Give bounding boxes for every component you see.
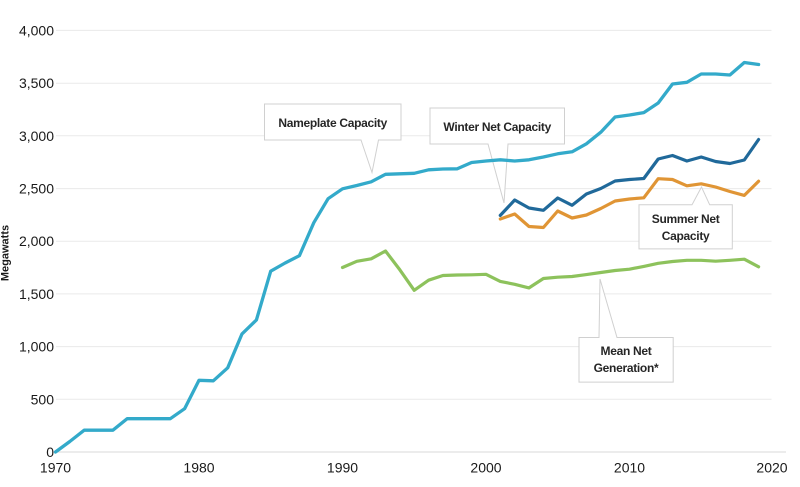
svg-text:Mean Net: Mean Net [601, 344, 652, 358]
svg-text:3,500: 3,500 [19, 75, 54, 91]
svg-text:2,000: 2,000 [19, 233, 54, 249]
svg-text:1,000: 1,000 [19, 339, 54, 355]
svg-text:3,000: 3,000 [19, 128, 54, 144]
svg-text:1970: 1970 [40, 460, 71, 476]
svg-text:Summer Net: Summer Net [652, 212, 720, 226]
svg-text:1,500: 1,500 [19, 286, 54, 302]
svg-text:0: 0 [46, 444, 54, 460]
svg-text:1980: 1980 [183, 460, 214, 476]
svg-text:2,500: 2,500 [19, 181, 54, 197]
svg-text:Capacity: Capacity [662, 229, 710, 243]
svg-text:Megawatts: Megawatts [0, 225, 12, 281]
svg-text:500: 500 [31, 391, 55, 407]
svg-text:Nameplate Capacity: Nameplate Capacity [278, 116, 387, 130]
svg-text:2020: 2020 [756, 460, 787, 476]
svg-text:Generation*: Generation* [594, 361, 659, 375]
svg-text:4,000: 4,000 [19, 22, 54, 38]
svg-text:1990: 1990 [327, 460, 358, 476]
svg-text:2000: 2000 [470, 460, 501, 476]
svg-text:2010: 2010 [614, 460, 645, 476]
svg-text:Winter Net Capacity: Winter Net Capacity [443, 120, 551, 134]
